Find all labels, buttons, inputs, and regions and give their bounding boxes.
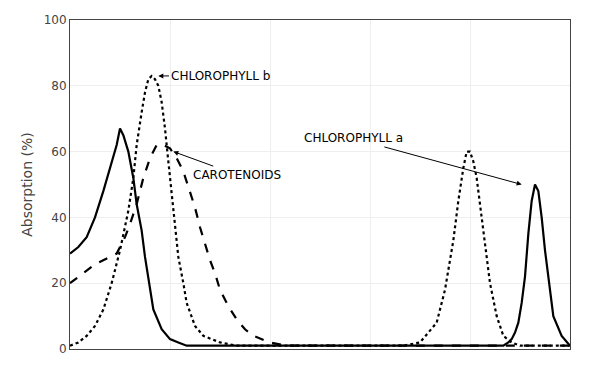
svg-text:CAROTENOIDS: CAROTENOIDS	[193, 168, 281, 182]
svg-text:0: 0	[59, 342, 67, 356]
svg-text:80: 80	[51, 79, 66, 93]
svg-text:Absorption (%): Absorption (%)	[19, 132, 35, 236]
svg-text:CHLOROPHYLL b: CHLOROPHYLL b	[171, 69, 270, 83]
svg-text:40: 40	[51, 211, 66, 225]
svg-text:20: 20	[51, 276, 66, 290]
svg-text:60: 60	[51, 145, 66, 159]
svg-text:100: 100	[44, 13, 67, 27]
svg-text:CHLOROPHYLL a: CHLOROPHYLL a	[304, 131, 403, 145]
